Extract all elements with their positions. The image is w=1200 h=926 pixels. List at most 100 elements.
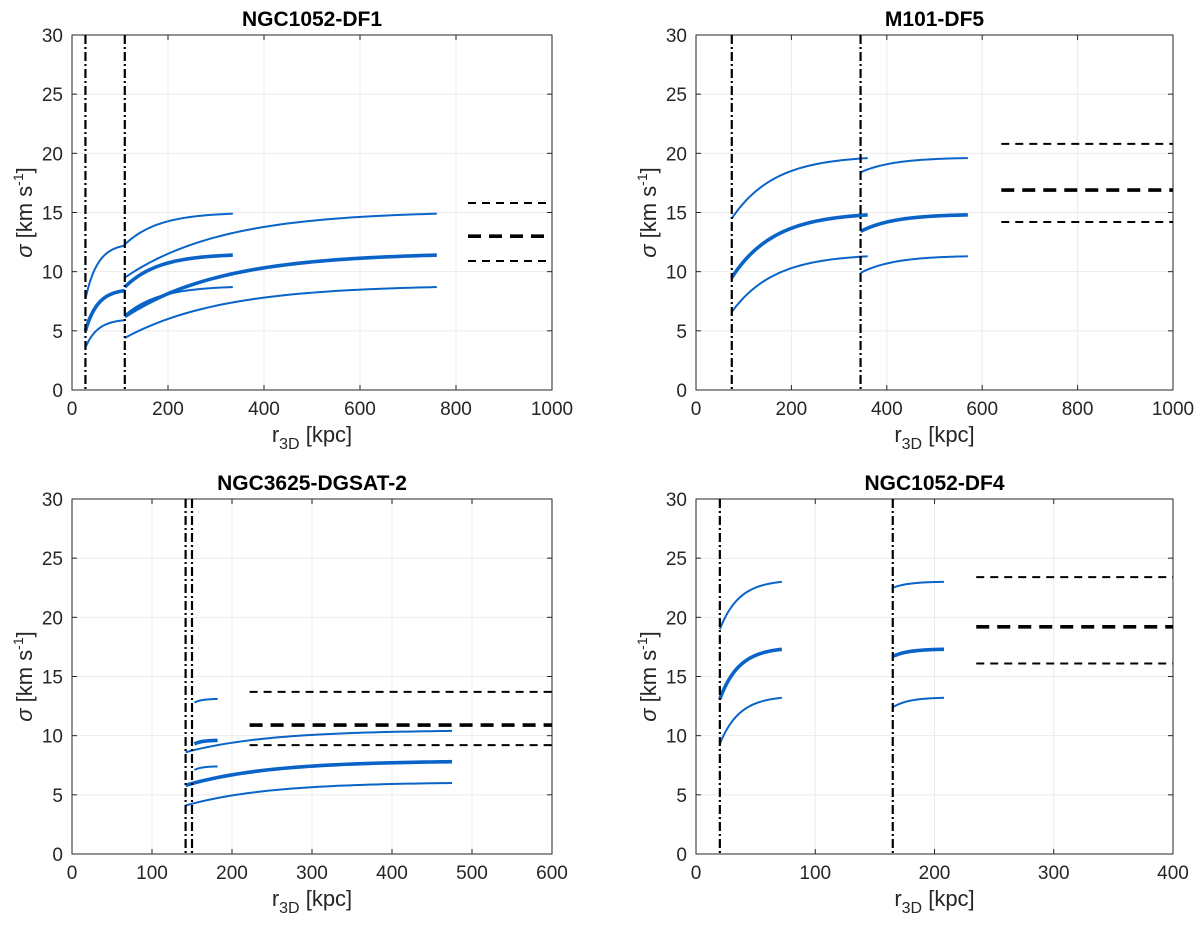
x-tick-label: 0: [67, 399, 78, 420]
x-tick-label: 400: [1157, 863, 1189, 884]
x-tick-label: 200: [216, 863, 248, 884]
model-curve-bold: [185, 759, 453, 788]
x-label-subscript: 3D: [279, 900, 299, 917]
model-curve-lower: [185, 782, 453, 807]
x-tick-label: 1000: [1152, 399, 1194, 420]
y-tick-label: 10: [42, 727, 63, 748]
model-curve-lower: [860, 255, 968, 274]
model-curve-upper: [860, 157, 968, 174]
model-curve-bold: [83, 288, 126, 332]
model-curve-upper: [124, 212, 233, 246]
chart-title: M101-DF5: [885, 8, 985, 31]
model-curve-upper: [730, 157, 868, 219]
y-tick-label: 5: [676, 786, 687, 807]
x-tick-label: 400: [248, 399, 280, 420]
model-curve-bold: [859, 213, 968, 234]
chart-title: NGC1052-DF4: [864, 472, 1004, 495]
x-label-subscript: 3D: [902, 900, 922, 917]
x-tick-label: 1000: [531, 399, 573, 420]
x-tick-label: 600: [966, 399, 998, 420]
model-curve-lower: [124, 286, 233, 317]
model-curve-upper: [193, 697, 218, 704]
x-tick-label: 0: [691, 399, 702, 420]
x-tick-label: 200: [776, 399, 808, 420]
x-label-main: r: [894, 422, 901, 447]
y-label-main: [km s: [636, 650, 661, 709]
model-curve-bold: [123, 253, 233, 289]
panel-ngc1052-df1: 0 200 400 600 800 1000 0 5 10 15 20 25 30 NGC1052-DF1…: [10, 8, 573, 453]
y-label-main: [km s: [636, 186, 661, 245]
chart-title: NGC1052-DF1: [242, 8, 382, 31]
x-tick-label: 300: [296, 863, 328, 884]
y-label-end: ]: [636, 167, 661, 173]
panel-ngc3625-dgsat-2: 0 100 200 300 400 500 600 0 5 10 15 20 25 30 NGC3625-D…: [10, 472, 568, 917]
y-tick-label: 30: [42, 490, 63, 511]
x-label-main: r: [894, 886, 901, 911]
y-tick-label: 25: [666, 85, 687, 106]
y-tick-label: 25: [42, 85, 63, 106]
y-tick-label: 30: [666, 490, 687, 511]
x-label-unit: [kpc]: [922, 422, 975, 447]
model-curve-lower: [124, 286, 437, 339]
y-tick-label: 15: [666, 204, 687, 225]
x-label-main: r: [272, 422, 279, 447]
y-axis-label: σ [km s-1]: [634, 167, 661, 258]
y-label-superscript: -1: [634, 173, 650, 186]
y-label-main: [km s: [12, 186, 37, 245]
x-tick-label: 300: [1038, 863, 1070, 884]
y-label-symbol: σ: [12, 708, 37, 722]
y-label-symbol: σ: [636, 708, 661, 722]
y-tick-label: 15: [42, 204, 63, 225]
model-curve-lower: [718, 696, 782, 745]
y-label-superscript: -1: [10, 637, 26, 650]
x-label-subscript: 3D: [902, 436, 922, 453]
model-curve-lower: [892, 696, 945, 709]
y-axis-label: σ [km s-1]: [10, 167, 37, 258]
x-axis-label: r3D [kpc]: [894, 422, 974, 453]
y-tick-label: 5: [52, 786, 63, 807]
y-label-end: ]: [12, 167, 37, 173]
y-axis-label: σ [km s-1]: [10, 631, 37, 722]
x-tick-label: 400: [871, 399, 903, 420]
model-curve-upper: [892, 580, 945, 589]
y-tick-label: 20: [666, 608, 687, 629]
y-tick-label: 25: [42, 549, 63, 570]
y-label-main: [km s: [12, 650, 37, 709]
model-curve-bold: [892, 647, 945, 659]
x-tick-label: 500: [456, 863, 488, 884]
x-label-unit: [kpc]: [922, 886, 975, 911]
y-tick-label: 0: [52, 845, 63, 866]
y-tick-label: 5: [676, 322, 687, 343]
y-label-symbol: σ: [636, 244, 661, 258]
y-tick-label: 5: [52, 322, 63, 343]
x-axis-label: r3D [kpc]: [894, 886, 974, 917]
y-tick-label: 10: [666, 727, 687, 748]
y-tick-label: 15: [666, 668, 687, 689]
model-curve-upper: [718, 580, 782, 630]
model-curve-upper: [124, 212, 437, 279]
y-tick-label: 0: [676, 381, 687, 402]
panel-ngc1052-df4: 0 100 200 300 400 0 5 10 15 20 25 30 NGC1052-DF4 r3D …: [634, 472, 1189, 917]
x-tick-label: 0: [67, 863, 78, 884]
x-tick-label: 0: [691, 863, 702, 884]
model-curve-lower: [730, 255, 868, 313]
y-label-end: ]: [636, 631, 661, 637]
y-tick-label: 20: [666, 144, 687, 165]
model-curve-bold: [193, 738, 218, 746]
model-curve-lower: [84, 319, 125, 348]
model-curve-upper: [84, 244, 125, 300]
x-tick-label: 200: [152, 399, 184, 420]
y-tick-label: 20: [42, 144, 63, 165]
x-tick-label: 200: [919, 863, 951, 884]
y-tick-label: 0: [676, 845, 687, 866]
panel-m101-df5: 0 200 400 600 800 1000 0 5 10 15 20 25 30 M101-DF5 r3D…: [634, 8, 1194, 453]
y-tick-label: 30: [42, 26, 63, 47]
y-tick-label: 20: [42, 608, 63, 629]
x-tick-label: 800: [1062, 399, 1094, 420]
y-label-superscript: -1: [634, 637, 650, 650]
model-curve-upper: [185, 729, 453, 754]
x-label-subscript: 3D: [279, 436, 299, 453]
y-tick-label: 10: [666, 263, 687, 284]
y-tick-label: 30: [666, 26, 687, 47]
